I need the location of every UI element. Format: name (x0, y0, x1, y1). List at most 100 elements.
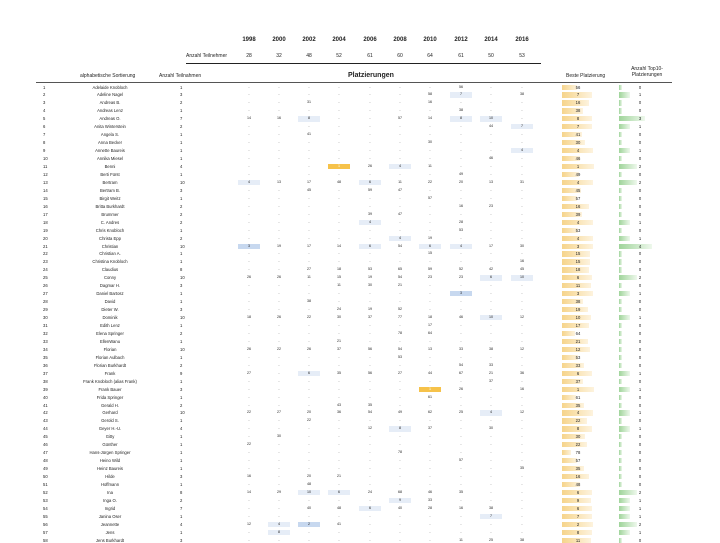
placement-cell: - (460, 354, 462, 359)
placement-cell: - (278, 219, 280, 224)
placement-cell: - (429, 362, 431, 367)
participation-count: 2 (180, 211, 183, 217)
placement-cell: - (338, 92, 340, 97)
placement-cell: - (248, 466, 250, 471)
person-name: Elena Springer (96, 330, 124, 336)
row-number: 11 (43, 164, 48, 169)
participation-count: 1 (180, 378, 183, 384)
best-placement-value: 7 (576, 92, 580, 98)
best-placement-bar (562, 251, 590, 257)
best-placement-bar (562, 410, 593, 416)
participation-count: 10 (180, 243, 185, 249)
best-placement-bar (562, 187, 581, 194)
top10-value: 0 (638, 338, 642, 344)
placement-cell: - (460, 426, 462, 431)
best-placement-bar (562, 474, 590, 480)
placement-cell: - (490, 442, 492, 447)
placement-cell: - (308, 466, 310, 471)
participation-count: 7 (180, 505, 183, 511)
person-name: Dieter W. (101, 307, 119, 313)
top10-bar (619, 187, 622, 194)
placement-cell: - (521, 307, 523, 312)
top10-bar (619, 450, 622, 456)
placement-cell: - (278, 323, 280, 327)
placement-cell: - (460, 529, 462, 534)
best-placement-bar (562, 354, 579, 360)
best-placement-value: 57 (575, 195, 581, 201)
participation-count: 1 (180, 171, 183, 177)
best-placement-value: 6 (576, 505, 580, 511)
placement-cell: - (460, 442, 462, 447)
participation-count: 2 (180, 100, 183, 106)
placement-cell: - (278, 291, 280, 296)
best-placement-bar (562, 164, 594, 170)
best-placement-value: 1 (576, 164, 580, 169)
placement-cell: - (278, 235, 280, 240)
placement-cell: - (338, 458, 340, 463)
participants-count: 61 (458, 53, 464, 59)
placement-cell: - (399, 442, 401, 447)
participation-count: 10 (180, 315, 185, 321)
placement-cell: - (521, 338, 523, 343)
best-placement-value: 2 (576, 521, 580, 527)
row-number: 41 (43, 402, 48, 408)
top10-value: 1 (638, 370, 642, 376)
participants-count: 48 (306, 53, 312, 59)
row-number: 1 (43, 84, 46, 90)
placement-cell: - (338, 84, 340, 89)
best-placement-value: 4 (576, 179, 580, 185)
participation-count: 7 (180, 116, 183, 122)
placement-cell: 27 (247, 370, 251, 375)
row-number: 3 (43, 100, 46, 106)
placement-cell: - (521, 116, 523, 121)
placement-cell: 14 (247, 116, 251, 121)
placement-cell: - (429, 482, 431, 486)
row-number: 27 (43, 291, 48, 297)
year-header: 1998 (242, 37, 256, 43)
placement-cell: - (308, 148, 310, 153)
placement-cell: 14 (428, 116, 432, 121)
placement-cell: 35 (368, 402, 372, 407)
placement-cell: 78 (398, 330, 402, 335)
placement-cell: - (490, 521, 492, 526)
placement-cell: - (278, 259, 280, 264)
placement-cell: 1 (419, 386, 441, 392)
placement-cell: - (369, 156, 371, 161)
participation-count: 1 (180, 84, 183, 90)
participation-count: 2 (180, 330, 183, 336)
placement-cell: - (460, 513, 462, 518)
placement-cell: 10 (298, 489, 320, 496)
placement-cell: - (308, 362, 310, 367)
top10-bar (619, 513, 630, 519)
row-number: 53 (43, 497, 48, 503)
top10-bar (619, 434, 622, 440)
participants-count: 28 (246, 53, 252, 59)
placement-cell: - (521, 378, 523, 383)
placement-cell: - (308, 497, 310, 502)
placement-cell: 54 (459, 362, 463, 367)
placement-cell: - (308, 307, 310, 312)
placement-cell: - (399, 203, 401, 208)
placement-cell: 43 (337, 402, 341, 407)
placement-cell: - (248, 195, 250, 200)
placement-cell: - (248, 267, 250, 272)
placement-cell: - (460, 402, 462, 407)
placement-cell: 52 (398, 307, 402, 312)
person-name: Edith Lenz (100, 323, 120, 328)
placement-cell: 17 (428, 323, 432, 327)
placement-cell: - (369, 386, 371, 391)
placement-cell: - (278, 140, 280, 145)
row-number: 28 (43, 299, 48, 305)
placement-cell: 56 (368, 346, 372, 351)
placement-cell: - (521, 402, 523, 407)
placement-cell: 4 (268, 521, 290, 527)
best-placement-value: 21 (575, 338, 581, 344)
placement-cell: 11 (459, 537, 463, 542)
placement-cell: - (308, 394, 310, 399)
best-placement-bar (562, 171, 580, 178)
placement-cell: - (429, 203, 431, 208)
placement-cell: - (248, 164, 250, 168)
placement-cell: - (429, 466, 431, 471)
top10-value: 0 (638, 227, 642, 233)
placement-cell: - (248, 513, 250, 518)
